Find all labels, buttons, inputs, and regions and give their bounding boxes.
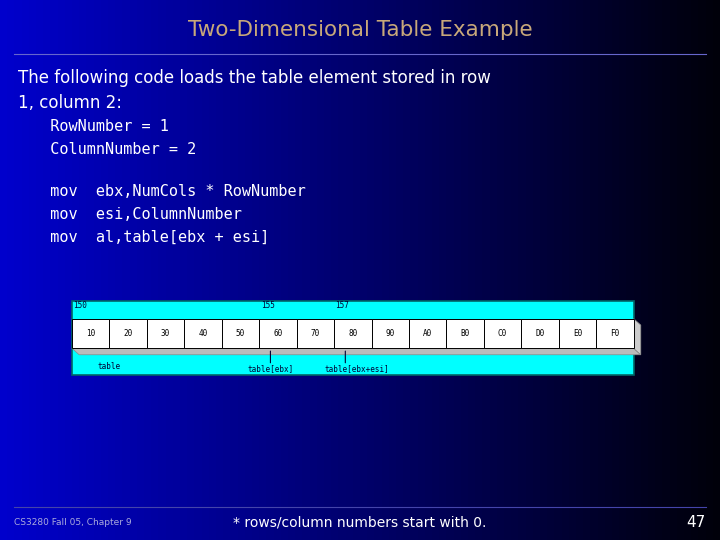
Text: 80: 80 [348, 329, 357, 338]
Text: CS3280 Fall 05, Chapter 9: CS3280 Fall 05, Chapter 9 [14, 518, 132, 527]
Text: B0: B0 [461, 329, 469, 338]
Bar [147, 319, 184, 348]
Text: 60: 60 [274, 329, 282, 338]
Text: table[ebx+esi]: table[ebx+esi] [324, 364, 389, 373]
Bar [184, 319, 222, 348]
Text: D0: D0 [536, 329, 544, 338]
Text: mov  al,table[ebx + esi]: mov al,table[ebx + esi] [32, 230, 270, 245]
Text: 20: 20 [124, 329, 132, 338]
Text: table[ebx]: table[ebx] [247, 364, 294, 373]
Text: 157: 157 [336, 301, 349, 309]
Bar [521, 319, 559, 348]
Bar [409, 319, 446, 348]
Text: table: table [97, 362, 120, 371]
Bar [109, 319, 147, 348]
Text: 150: 150 [73, 301, 87, 309]
Bar [297, 319, 334, 348]
Bar [446, 319, 484, 348]
Bar [222, 319, 259, 348]
Bar [559, 319, 596, 348]
Text: * rows/column numbers start with 0.: * rows/column numbers start with 0. [233, 516, 487, 530]
Text: 50: 50 [236, 329, 245, 338]
Text: The following code loads the table element stored in row: The following code loads the table eleme… [18, 69, 491, 87]
Text: 90: 90 [386, 329, 395, 338]
Text: 70: 70 [311, 329, 320, 338]
Polygon shape [634, 319, 641, 355]
Polygon shape [72, 348, 641, 355]
Bar [596, 319, 634, 348]
Text: mov  esi,ColumnNumber: mov esi,ColumnNumber [32, 207, 242, 222]
Bar [334, 319, 372, 348]
Text: 40: 40 [199, 329, 207, 338]
Text: E0: E0 [573, 329, 582, 338]
Text: F0: F0 [611, 329, 619, 338]
Text: 10: 10 [86, 329, 95, 338]
Text: 30: 30 [161, 329, 170, 338]
Bar [72, 319, 109, 348]
Text: RowNumber = 1: RowNumber = 1 [32, 119, 169, 134]
Bar [72, 301, 634, 375]
Bar [259, 319, 297, 348]
Bar [372, 319, 409, 348]
Text: Two-Dimensional Table Example: Two-Dimensional Table Example [188, 19, 532, 40]
Text: mov  ebx,NumCols * RowNumber: mov ebx,NumCols * RowNumber [32, 184, 306, 199]
Text: ColumnNumber = 2: ColumnNumber = 2 [32, 142, 197, 157]
Text: C0: C0 [498, 329, 507, 338]
Text: 47: 47 [686, 515, 706, 530]
Text: 1, column 2:: 1, column 2: [18, 93, 122, 112]
Text: A0: A0 [423, 329, 432, 338]
Text: 155: 155 [261, 301, 274, 309]
Bar [484, 319, 521, 348]
